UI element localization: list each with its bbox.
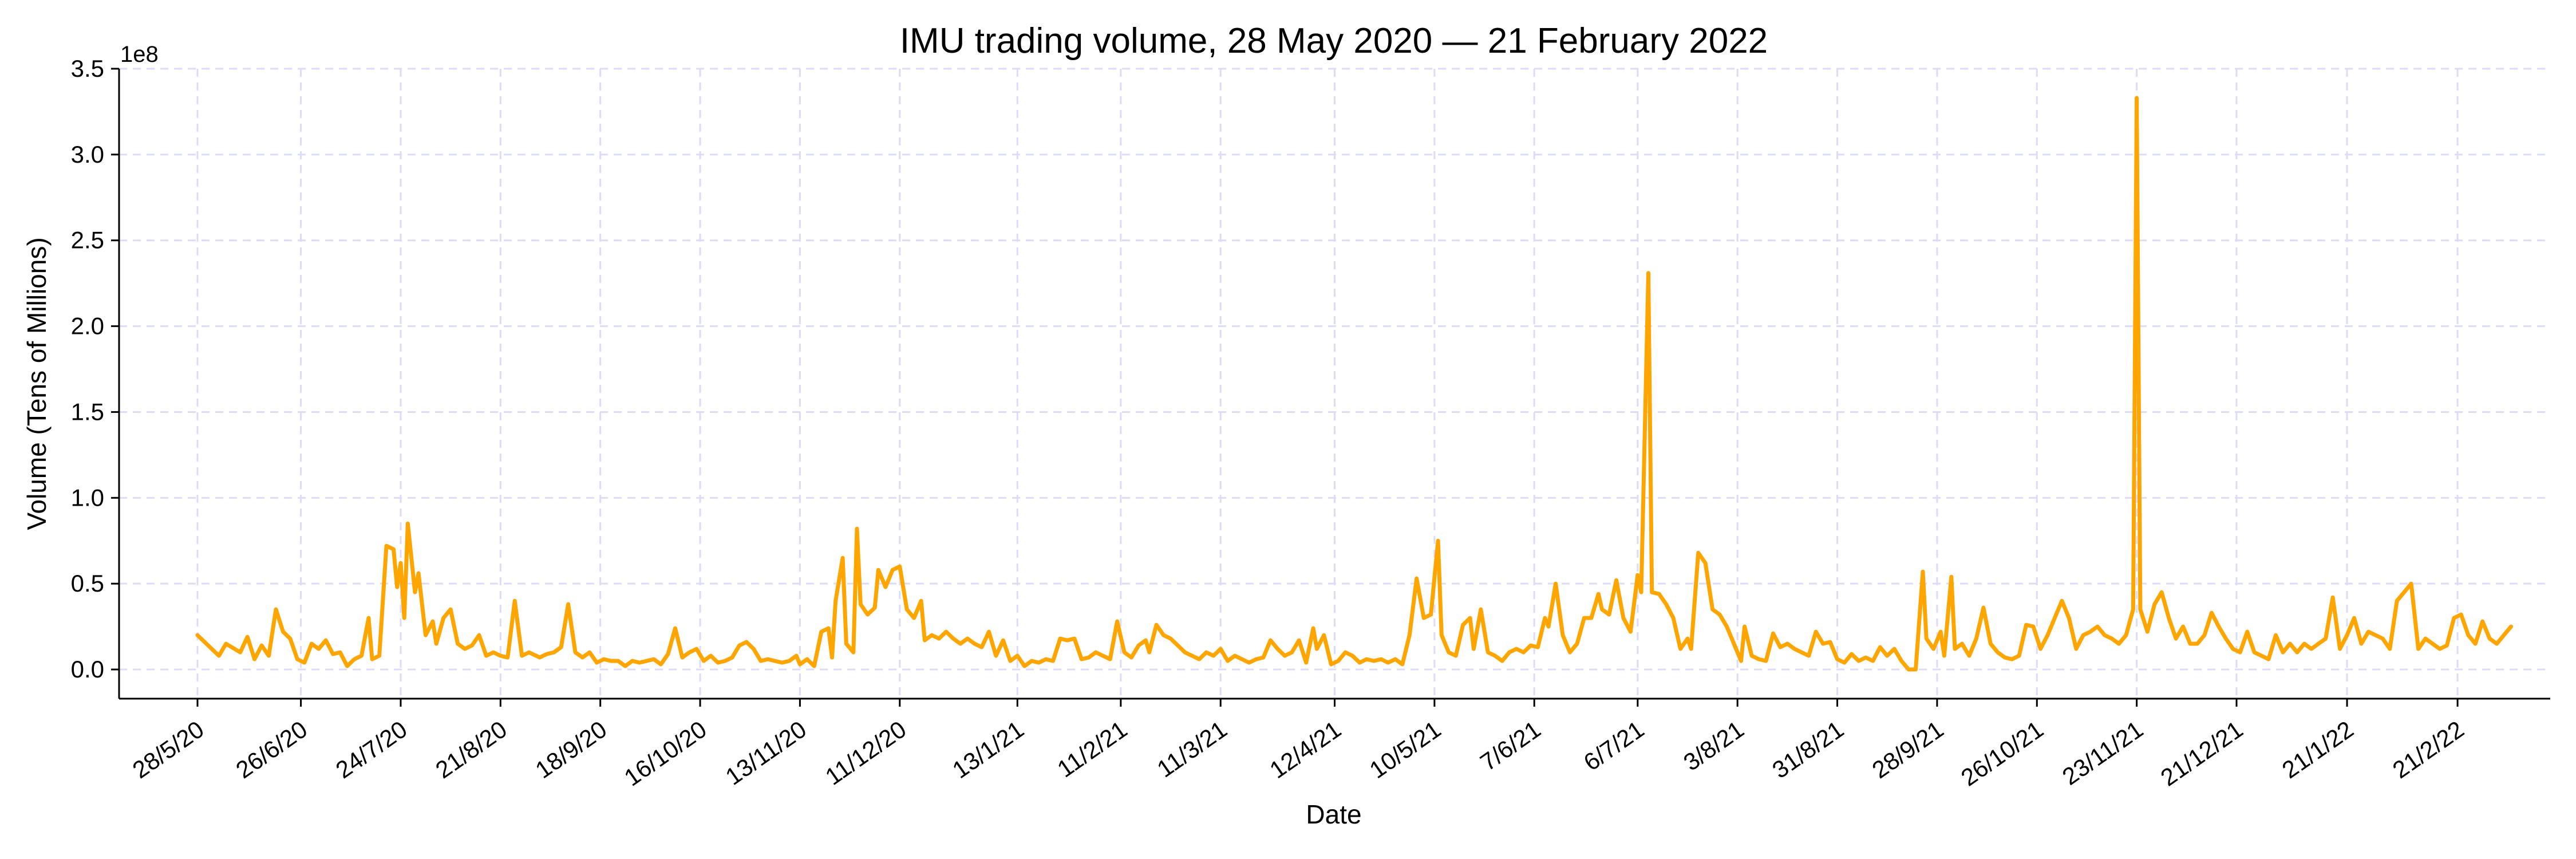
- x-tick-label: 31/8/21: [1767, 716, 1848, 784]
- x-tick-label: 21/2/22: [2388, 716, 2469, 784]
- x-axis-label: Date: [1306, 799, 1361, 829]
- x-tick-label: 16/10/20: [619, 716, 712, 791]
- y-tick-label: 0.0: [71, 656, 104, 683]
- x-tick-label: 23/11/21: [2057, 716, 2148, 790]
- x-tick-label: 26/6/20: [231, 716, 312, 784]
- x-tick-label: 13/11/20: [721, 716, 811, 790]
- x-tick-label: 26/10/21: [1956, 716, 2048, 791]
- y-tick-label: 1.5: [71, 398, 104, 425]
- axes-layer: [118, 69, 2550, 700]
- chart-title: IMU trading volume, 28 May 2020 — 21 Feb…: [900, 21, 1768, 61]
- grid-layer: [119, 68, 2550, 699]
- x-tick-label: 10/5/21: [1365, 716, 1446, 784]
- x-tick-label: 11/12/20: [820, 716, 911, 790]
- x-tick-label: 11/3/21: [1152, 716, 1232, 783]
- x-tick-label: 18/9/20: [531, 716, 612, 784]
- x-tick-label: 21/12/21: [2156, 716, 2248, 791]
- y-tick-label: 2.0: [71, 313, 104, 340]
- x-tick-label: 28/5/20: [128, 716, 209, 784]
- y-tick-label: 3.0: [71, 141, 104, 168]
- x-tick-label: 28/9/21: [1867, 716, 1949, 784]
- x-tick-label: 21/8/20: [430, 716, 512, 784]
- series-layer: [195, 96, 2513, 672]
- volume-series-line: [195, 96, 2513, 672]
- y-axis-label: Volume (Tens of Millions): [22, 237, 52, 530]
- y-tick-label: 1.0: [71, 484, 104, 511]
- y-tick-label: 3.5: [71, 55, 104, 82]
- y-tick-label: 2.5: [71, 227, 104, 254]
- x-tick-label: 7/6/21: [1475, 716, 1546, 776]
- x-tick-label: 21/1/22: [2277, 716, 2358, 784]
- y-axis-offset-label: 1e8: [120, 42, 159, 67]
- x-tick-label: 3/8/21: [1678, 716, 1749, 776]
- x-tick-label: 11/2/21: [1052, 716, 1132, 783]
- y-tick-label: 0.5: [71, 570, 104, 597]
- x-tick-label: 13/1/21: [947, 716, 1029, 784]
- ticks-layer: 0.0 0.5 1.0 1.5 2.0 2.5 3.0 3.5 28/5/20 26/6/20 24…: [71, 55, 2469, 791]
- x-tick-label: 12/4/21: [1265, 716, 1346, 784]
- x-tick-label: 6/7/21: [1579, 716, 1649, 776]
- x-tick-label: 24/7/20: [331, 716, 412, 784]
